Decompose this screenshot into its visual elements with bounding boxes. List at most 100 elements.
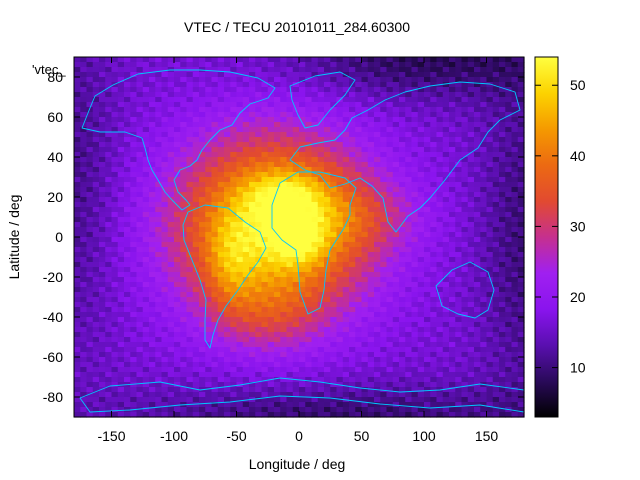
heat-cell — [517, 72, 525, 78]
heat-cell — [305, 107, 313, 113]
heat-cell — [80, 257, 88, 263]
heat-cell — [324, 152, 331, 158]
heat-cell — [124, 332, 131, 338]
heat-cell — [511, 177, 519, 183]
heat-cell — [455, 257, 463, 263]
heat-cell — [355, 152, 363, 158]
heat-cell — [149, 167, 156, 173]
heat-cell — [180, 112, 188, 118]
heat-cell — [405, 252, 413, 258]
heat-cell — [380, 312, 388, 318]
heat-cell — [505, 187, 513, 193]
heat-cell — [499, 157, 506, 163]
heat-cell — [192, 347, 200, 353]
heat-cell — [142, 352, 150, 358]
heat-cell — [86, 232, 94, 238]
heat-cell — [74, 212, 81, 218]
heat-cell — [292, 202, 300, 208]
heat-cell — [249, 202, 256, 208]
heat-cell — [305, 382, 313, 388]
heat-cell — [317, 267, 325, 273]
heat-cell — [267, 342, 275, 348]
heat-cell — [492, 137, 500, 143]
heat-cell — [317, 147, 325, 153]
heat-cell — [455, 332, 463, 338]
heat-cell — [130, 62, 138, 68]
heat-cell — [361, 172, 369, 178]
heat-cell — [486, 87, 494, 93]
heat-cell — [86, 152, 94, 158]
heat-cell — [399, 177, 406, 183]
heat-cell — [136, 377, 144, 383]
heat-cell — [499, 197, 506, 203]
heat-cell — [367, 62, 375, 68]
heat-cell — [442, 72, 450, 78]
heat-cell — [161, 197, 169, 203]
heat-cell — [455, 102, 463, 108]
heat-cell — [149, 137, 156, 143]
heat-cell — [155, 87, 163, 93]
heat-cell — [436, 247, 444, 253]
heat-cell — [405, 277, 413, 283]
heat-cell — [86, 257, 94, 263]
heat-cell — [299, 157, 306, 163]
heat-cell — [436, 182, 444, 188]
heat-cell — [355, 122, 363, 128]
heat-cell — [255, 387, 263, 393]
heat-cell — [517, 327, 525, 333]
heat-cell — [180, 297, 188, 303]
heat-cell — [224, 57, 231, 63]
heat-cell — [349, 107, 356, 113]
heat-cell — [442, 317, 450, 323]
heat-cell — [192, 172, 200, 178]
heat-cell — [442, 377, 450, 383]
heat-cell — [155, 307, 163, 313]
heat-cell — [286, 297, 294, 303]
heat-cell — [274, 77, 281, 83]
heat-cell — [242, 152, 250, 158]
heat-cell — [117, 387, 125, 393]
heat-cell — [299, 212, 306, 218]
heat-cell — [124, 87, 131, 93]
heat-cell — [349, 397, 356, 403]
heat-cell — [480, 307, 488, 313]
heat-cell — [405, 357, 413, 363]
heat-cell — [380, 282, 388, 288]
heat-cell — [124, 237, 131, 243]
heat-cell — [136, 387, 144, 393]
heat-cell — [74, 227, 81, 233]
heat-cell — [186, 317, 194, 323]
heat-cell — [461, 112, 469, 118]
heat-cell — [324, 202, 331, 208]
heat-cell — [330, 72, 338, 78]
heat-cell — [361, 257, 369, 263]
heat-cell — [499, 322, 506, 328]
heat-cell — [336, 252, 344, 258]
heat-cell — [330, 182, 338, 188]
heat-cell — [392, 302, 400, 308]
heat-cell — [174, 322, 181, 328]
heat-cell — [161, 352, 169, 358]
heat-cell — [136, 397, 144, 403]
heat-cell — [230, 322, 238, 328]
heat-cell — [74, 72, 81, 78]
heat-cell — [424, 202, 431, 208]
heat-cell — [92, 152, 100, 158]
heat-cell — [255, 357, 263, 363]
heat-cell — [274, 112, 281, 118]
heat-cell — [324, 107, 331, 113]
heat-cell — [367, 237, 375, 243]
heat-cell — [374, 97, 381, 103]
heat-cell — [174, 337, 181, 343]
heat-cell — [92, 352, 100, 358]
heat-cell — [361, 252, 369, 258]
heat-cell — [492, 167, 500, 173]
heat-cell — [205, 57, 213, 63]
heat-cell — [211, 397, 219, 403]
heat-cell — [167, 147, 175, 153]
heat-cell — [355, 72, 363, 78]
heat-cell — [192, 227, 200, 233]
heat-cell — [155, 112, 163, 118]
heat-cell — [474, 222, 481, 228]
heat-cell — [511, 277, 519, 283]
